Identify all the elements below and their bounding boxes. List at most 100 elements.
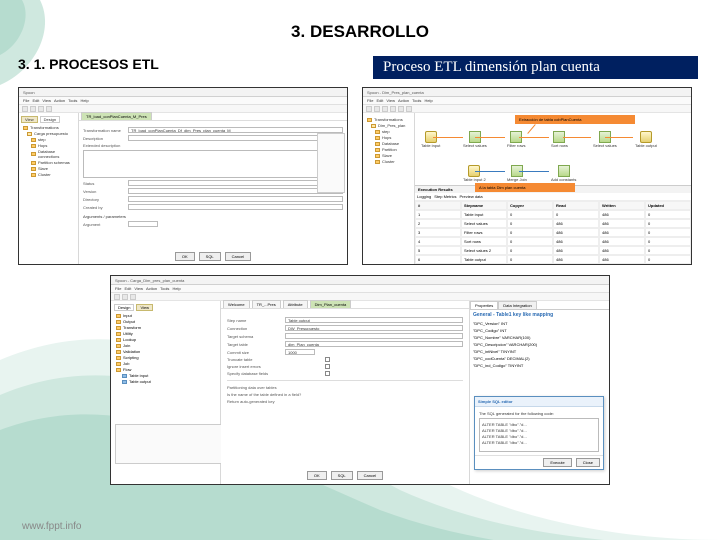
toolbar-button[interactable] xyxy=(382,106,388,112)
specify-checkbox[interactable] xyxy=(325,371,330,376)
menu-item[interactable]: Help xyxy=(172,286,180,291)
results-tab[interactable]: Preview data xyxy=(459,194,482,199)
prop-tab[interactable]: Data Integration xyxy=(498,301,536,309)
results-tab[interactable]: Logging xyxy=(417,194,431,199)
param-input[interactable] xyxy=(128,221,158,227)
ignore-checkbox[interactable] xyxy=(325,364,330,369)
diagram-node[interactable]: Sort rows xyxy=(551,131,568,148)
tree-item[interactable]: Table input xyxy=(114,373,217,378)
tree-item[interactable]: Database xyxy=(365,141,412,146)
sql-button[interactable]: SQL xyxy=(331,471,353,480)
diagram-node[interactable]: Merge Join xyxy=(507,165,527,182)
tree-item[interactable]: Cluster xyxy=(365,159,412,164)
tree-item[interactable]: Transformations xyxy=(365,117,412,122)
ok-button[interactable]: OK xyxy=(307,471,327,480)
tab[interactable]: Welcome xyxy=(223,300,250,308)
cancel-button[interactable]: Cancel xyxy=(225,252,251,261)
menu-item[interactable]: Help xyxy=(424,98,432,103)
connection-input[interactable]: DW_Presupuesto xyxy=(285,325,463,331)
diagram-node[interactable]: Filter rows xyxy=(507,131,525,148)
menu-item[interactable]: File xyxy=(23,98,29,103)
createdby-input[interactable] xyxy=(128,204,343,210)
tree-tab[interactable]: View xyxy=(136,304,153,311)
extended-desc-textarea[interactable] xyxy=(83,150,343,178)
menu-item[interactable]: Tools xyxy=(68,98,77,103)
tree-item[interactable]: Flow xyxy=(114,367,217,372)
menu-item[interactable]: Help xyxy=(80,98,88,103)
tree-item[interactable]: Input xyxy=(114,313,217,318)
toolbar-button[interactable] xyxy=(398,106,404,112)
tree-item[interactable]: Dim_Pres_plan xyxy=(365,123,412,128)
toolbar-button[interactable] xyxy=(30,106,36,112)
tree-item[interactable]: Table output xyxy=(114,379,217,384)
stepname-input[interactable]: Table output xyxy=(285,317,463,323)
menu-item[interactable]: Edit xyxy=(124,286,131,291)
tree-item[interactable]: Validation xyxy=(114,349,217,354)
menu-item[interactable]: File xyxy=(367,98,373,103)
menu-item[interactable]: Edit xyxy=(32,98,39,103)
menu-item[interactable]: Action xyxy=(398,98,409,103)
tree-item[interactable]: Slave xyxy=(21,166,76,171)
sql-text[interactable]: ALTER TABLE "dbo"."d... ALTER TABLE "dbo… xyxy=(479,418,599,452)
tree-item[interactable]: Hops xyxy=(21,143,76,148)
tree-item[interactable]: Carga presupuesto xyxy=(21,131,76,136)
menu-item[interactable]: File xyxy=(115,286,121,291)
version-input[interactable] xyxy=(128,188,343,194)
toolbar-button[interactable] xyxy=(406,106,412,112)
diagram-node[interactable]: Table output xyxy=(635,131,657,148)
tree-item[interactable]: Partition schemas xyxy=(21,160,76,165)
tree-item[interactable]: Database connections xyxy=(21,149,76,159)
toolbar-button[interactable] xyxy=(122,294,128,300)
menu-item[interactable]: Edit xyxy=(376,98,383,103)
toolbar-button[interactable] xyxy=(366,106,372,112)
tree-tab-design[interactable]: Design xyxy=(40,116,60,123)
description-input[interactable] xyxy=(128,135,343,141)
toolbar-button[interactable] xyxy=(374,106,380,112)
cancel-button[interactable]: Cancel xyxy=(357,471,383,480)
diagram-canvas[interactable]: Extracción de tabla cobPlanCuenta A la t… xyxy=(415,113,691,185)
tree-item[interactable]: Utility xyxy=(114,331,217,336)
tree-item[interactable]: Hops xyxy=(365,135,412,140)
target-schema-input[interactable] xyxy=(285,333,463,339)
toolbar-button[interactable] xyxy=(390,106,396,112)
diagram-node[interactable]: Add constants xyxy=(551,165,576,182)
menu-item[interactable]: Action xyxy=(54,98,65,103)
close-button[interactable]: Close xyxy=(576,458,600,467)
tree-item[interactable]: Slave xyxy=(365,153,412,158)
tree-item[interactable]: Lookup xyxy=(114,337,217,342)
toolbar-button[interactable] xyxy=(22,106,28,112)
menu-item[interactable]: View xyxy=(42,98,51,103)
truncate-checkbox[interactable] xyxy=(325,357,330,362)
menu-item[interactable]: Action xyxy=(146,286,157,291)
diagram-node[interactable]: Table input xyxy=(421,131,440,148)
toolbar-button[interactable] xyxy=(46,106,52,112)
tree-item[interactable]: Transform xyxy=(114,325,217,330)
tree-item[interactable]: Cluster xyxy=(21,172,76,177)
diagram-node[interactable]: Table input 2 xyxy=(463,165,486,182)
sql-button[interactable]: SQL xyxy=(199,252,221,261)
diagram-node[interactable]: Select values xyxy=(463,131,487,148)
tree-item[interactable]: Scripting xyxy=(114,355,217,360)
tree-item[interactable]: Output xyxy=(114,319,217,324)
tree-tab[interactable]: Design xyxy=(114,304,134,311)
status-input[interactable] xyxy=(128,180,343,186)
execute-button[interactable]: Execute xyxy=(543,458,571,467)
tree-item[interactable]: step xyxy=(21,137,76,142)
toolbar-button[interactable] xyxy=(114,294,120,300)
commit-input[interactable]: 1000 xyxy=(285,349,315,355)
menu-item[interactable]: View xyxy=(134,286,143,291)
tree-item[interactable]: Transformations xyxy=(21,125,76,130)
menu-item[interactable]: Tools xyxy=(160,286,169,291)
tab[interactable]: TR_...Pres xyxy=(252,300,281,308)
target-table-input[interactable]: dim_Plan_cuenta xyxy=(285,341,463,347)
directory-input[interactable] xyxy=(128,196,343,202)
tree-tab-view[interactable]: View xyxy=(21,116,38,123)
tab[interactable]: TR_load_conPlanCuenta_M_Pres xyxy=(81,112,152,120)
diagram-node[interactable]: Select values xyxy=(593,131,617,148)
menu-item[interactable]: Tools xyxy=(412,98,421,103)
tree-item[interactable]: Partition xyxy=(365,147,412,152)
tree-item[interactable]: Join xyxy=(114,343,217,348)
ok-button[interactable]: OK xyxy=(175,252,195,261)
toolbar-button[interactable] xyxy=(38,106,44,112)
tab[interactable]: Dim_Plan_cuenta xyxy=(310,300,352,308)
